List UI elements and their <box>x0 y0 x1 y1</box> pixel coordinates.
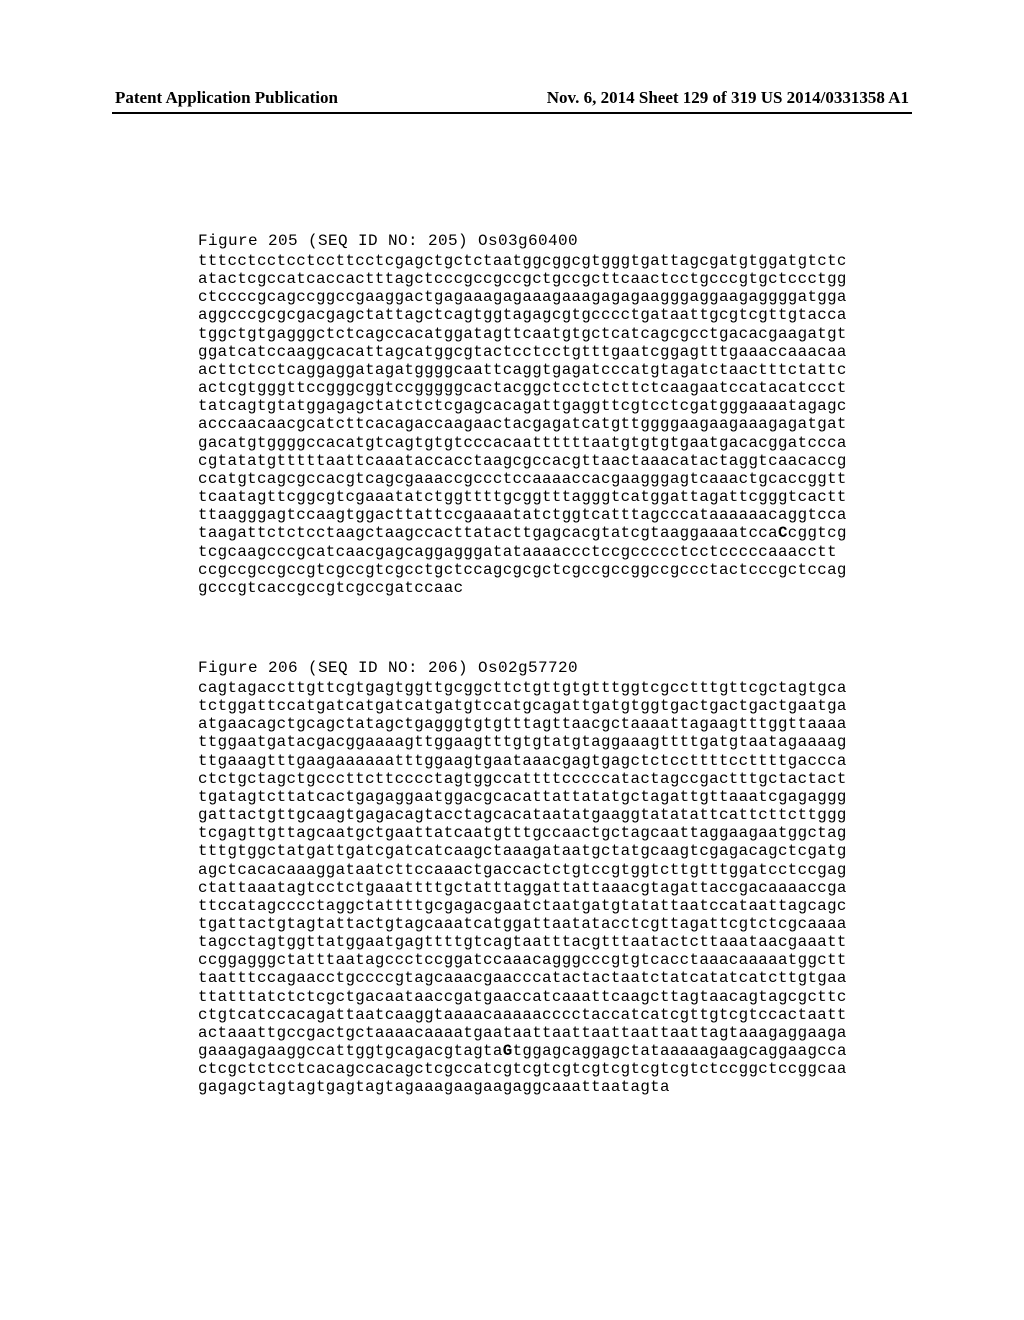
sequence-text: cagtagaccttgttcgtgagtggttgcggcttctgttgtg… <box>198 679 894 1097</box>
page-header: Patent Application Publication Nov. 6, 2… <box>0 88 1024 108</box>
content-area: Figure 205 (SEQ ID NO: 205) Os03g60400 tt… <box>198 232 894 1159</box>
header-meta: Nov. 6, 2014 Sheet 129 of 319 US 2014/03… <box>547 88 909 108</box>
highlighted-base: G <box>503 1042 513 1060</box>
header-publication: Patent Application Publication <box>115 88 338 108</box>
figure-title: Figure 206 (SEQ ID NO: 206) Os02g57720 <box>198 659 894 677</box>
figure-title: Figure 205 (SEQ ID NO: 205) Os03g60400 <box>198 232 894 250</box>
figure-block: Figure 206 (SEQ ID NO: 206) Os02g57720 ca… <box>198 659 894 1097</box>
figure-block: Figure 205 (SEQ ID NO: 205) Os03g60400 tt… <box>198 232 894 597</box>
header-divider <box>112 112 912 114</box>
highlighted-base: C <box>778 524 788 542</box>
sequence-text: tttcctcctcctccttcctcgagctgctctaatggcggcg… <box>198 252 894 597</box>
